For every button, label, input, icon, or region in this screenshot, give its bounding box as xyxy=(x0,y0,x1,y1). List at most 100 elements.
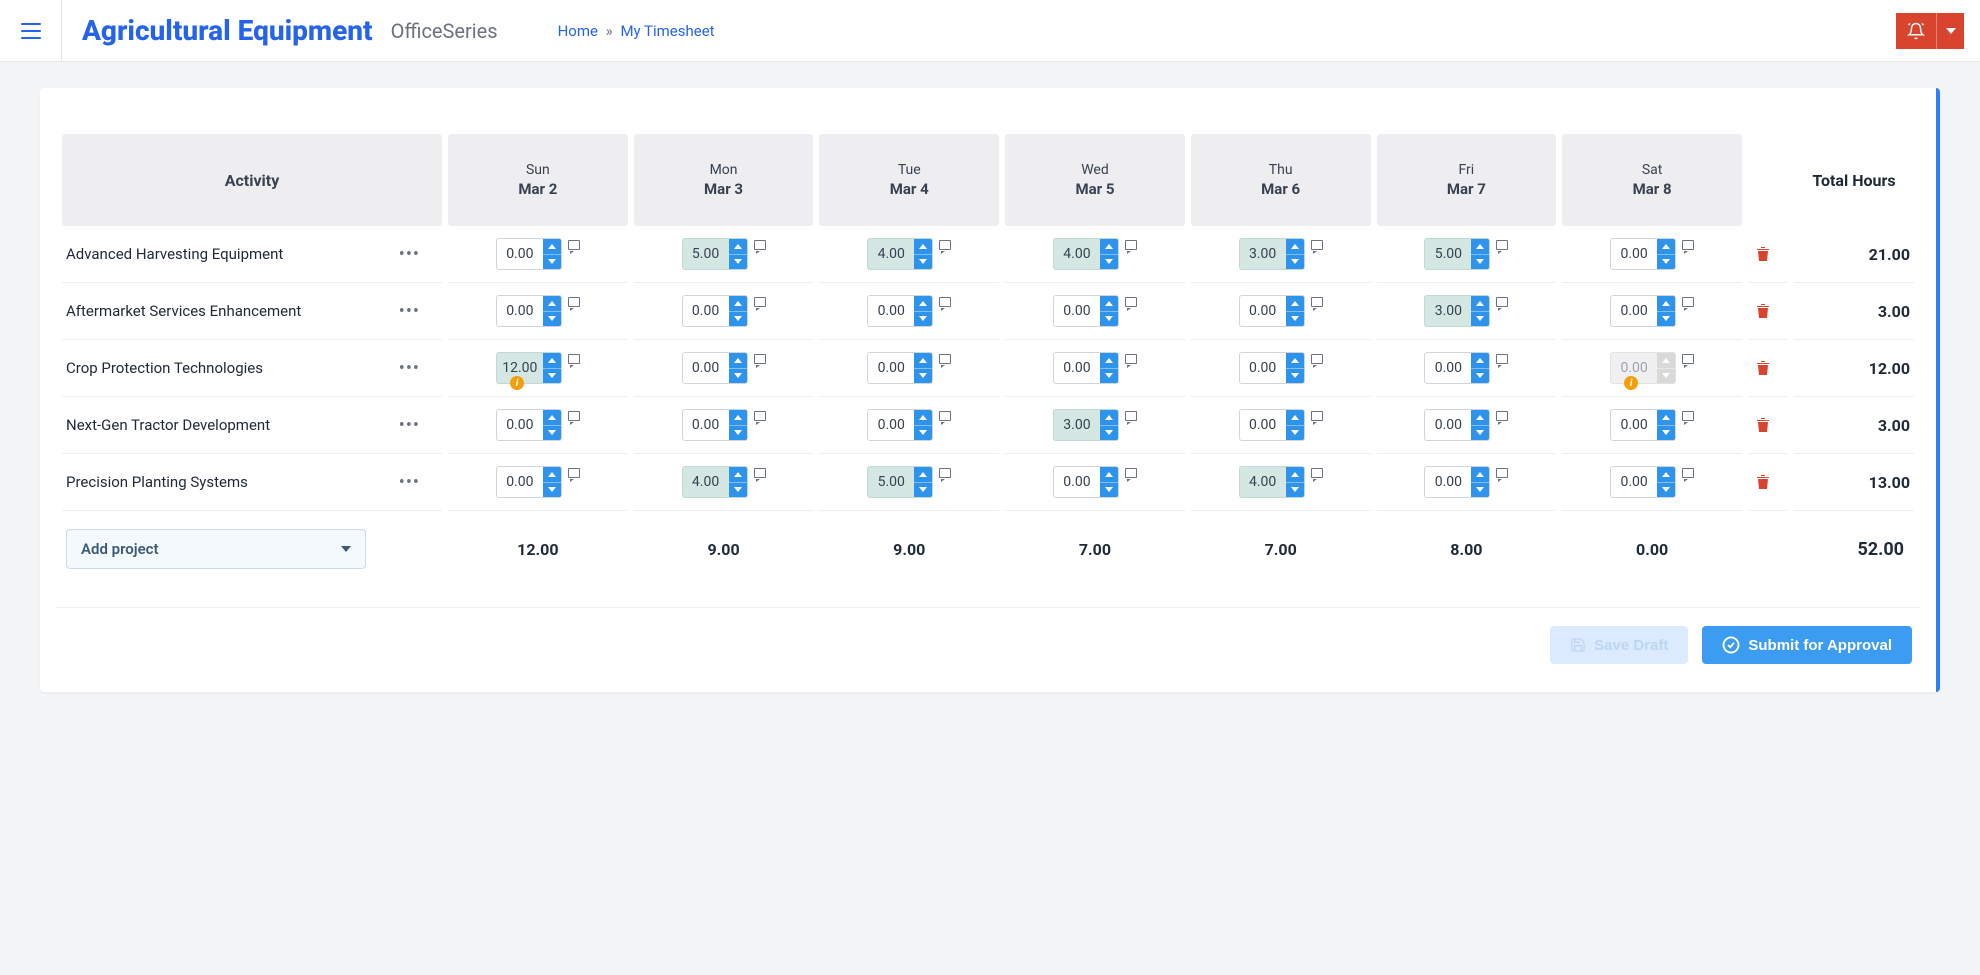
comment-icon[interactable] xyxy=(1682,468,1694,478)
stepper-down[interactable] xyxy=(914,311,932,327)
hour-input[interactable]: 0.00 xyxy=(1239,352,1305,384)
comment-icon[interactable] xyxy=(568,240,580,250)
stepper-up[interactable] xyxy=(543,239,561,254)
comment-icon[interactable] xyxy=(568,468,580,478)
hour-input[interactable]: 5.00 xyxy=(867,466,933,498)
comment-icon[interactable] xyxy=(754,354,766,364)
hour-input[interactable]: 0.00 xyxy=(1053,352,1119,384)
save-draft-button[interactable]: Save Draft xyxy=(1550,626,1688,664)
stepper-up[interactable] xyxy=(729,410,747,425)
comment-icon[interactable] xyxy=(1682,411,1694,421)
stepper-down[interactable] xyxy=(1286,368,1304,384)
row-menu-button[interactable]: ••• xyxy=(391,240,428,269)
hour-input[interactable]: 3.00 xyxy=(1053,409,1119,441)
stepper-up[interactable] xyxy=(1471,467,1489,482)
comment-icon[interactable] xyxy=(1496,354,1508,364)
hour-input[interactable]: 0.00 xyxy=(682,409,748,441)
add-project-dropdown[interactable]: Add project xyxy=(66,529,366,569)
stepper-down[interactable] xyxy=(1100,425,1118,441)
stepper-down[interactable] xyxy=(1657,482,1675,498)
stepper-down[interactable] xyxy=(1657,368,1675,384)
stepper-down[interactable] xyxy=(1100,368,1118,384)
comment-icon[interactable] xyxy=(754,468,766,478)
stepper-up[interactable] xyxy=(1286,353,1304,368)
hour-input[interactable]: 0.00 xyxy=(867,352,933,384)
stepper-up[interactable] xyxy=(543,467,561,482)
stepper-up[interactable] xyxy=(1657,239,1675,254)
hour-input[interactable]: 0.00 xyxy=(1424,352,1490,384)
stepper-down[interactable] xyxy=(729,254,747,270)
stepper-up[interactable] xyxy=(729,239,747,254)
comment-icon[interactable] xyxy=(939,411,951,421)
hour-input[interactable]: 0.00 xyxy=(1424,466,1490,498)
stepper-down[interactable] xyxy=(1286,311,1304,327)
hour-input[interactable]: 0.00 xyxy=(496,409,562,441)
stepper-down[interactable] xyxy=(914,254,932,270)
stepper-down[interactable] xyxy=(1286,482,1304,498)
comment-icon[interactable] xyxy=(568,411,580,421)
stepper-up[interactable] xyxy=(1286,467,1304,482)
hour-input[interactable]: 0.00 xyxy=(867,409,933,441)
hour-input[interactable]: 0.00 xyxy=(1239,295,1305,327)
comment-icon[interactable] xyxy=(939,468,951,478)
comment-icon[interactable] xyxy=(1496,411,1508,421)
hour-input[interactable]: 0.00 xyxy=(1610,409,1676,441)
stepper-up[interactable] xyxy=(1100,467,1118,482)
stepper-up[interactable] xyxy=(543,296,561,311)
hour-input[interactable]: 4.00 xyxy=(1239,466,1305,498)
comment-icon[interactable] xyxy=(1311,354,1323,364)
comment-icon[interactable] xyxy=(568,354,580,364)
hour-input[interactable]: 0.00 xyxy=(1610,295,1676,327)
stepper-down[interactable] xyxy=(729,368,747,384)
breadcrumb-current[interactable]: My Timesheet xyxy=(620,22,714,40)
alerts-dropdown[interactable] xyxy=(1936,13,1964,49)
comment-icon[interactable] xyxy=(754,411,766,421)
hour-input[interactable]: 0.00 xyxy=(1424,409,1490,441)
hour-input[interactable]: 0.00 xyxy=(1610,466,1676,498)
hour-input[interactable]: 0.00 xyxy=(682,352,748,384)
stepper-down[interactable] xyxy=(914,482,932,498)
comment-icon[interactable] xyxy=(1311,240,1323,250)
row-menu-button[interactable]: ••• xyxy=(391,468,428,497)
stepper-down[interactable] xyxy=(914,368,932,384)
delete-row-button[interactable] xyxy=(1752,357,1774,379)
comment-icon[interactable] xyxy=(1496,240,1508,250)
stepper-down[interactable] xyxy=(543,482,561,498)
stepper-up[interactable] xyxy=(729,353,747,368)
hour-input[interactable]: 0.00 xyxy=(1239,409,1305,441)
stepper-down[interactable] xyxy=(729,482,747,498)
comment-icon[interactable] xyxy=(939,240,951,250)
stepper-up[interactable] xyxy=(1100,296,1118,311)
hour-input[interactable]: 0.00 xyxy=(1610,352,1676,384)
menu-toggle[interactable] xyxy=(0,0,62,62)
comment-icon[interactable] xyxy=(1125,240,1137,250)
stepper-up[interactable] xyxy=(1100,410,1118,425)
stepper-up[interactable] xyxy=(1100,353,1118,368)
comment-icon[interactable] xyxy=(1125,354,1137,364)
comment-icon[interactable] xyxy=(939,297,951,307)
stepper-up[interactable] xyxy=(1657,296,1675,311)
stepper-up[interactable] xyxy=(1657,410,1675,425)
stepper-up[interactable] xyxy=(914,353,932,368)
comment-icon[interactable] xyxy=(1682,240,1694,250)
stepper-up[interactable] xyxy=(1286,239,1304,254)
comment-icon[interactable] xyxy=(1125,411,1137,421)
stepper-down[interactable] xyxy=(1471,254,1489,270)
stepper-up[interactable] xyxy=(1286,296,1304,311)
stepper-down[interactable] xyxy=(543,368,561,384)
stepper-down[interactable] xyxy=(729,425,747,441)
stepper-up[interactable] xyxy=(1471,353,1489,368)
hour-input[interactable]: 0.00 xyxy=(496,295,562,327)
stepper-down[interactable] xyxy=(1100,311,1118,327)
comment-icon[interactable] xyxy=(1125,297,1137,307)
breadcrumb-home[interactable]: Home xyxy=(558,22,598,40)
stepper-down[interactable] xyxy=(543,425,561,441)
comment-icon[interactable] xyxy=(939,354,951,364)
hour-input[interactable]: 12.00 xyxy=(496,352,562,384)
stepper-up[interactable] xyxy=(914,467,932,482)
hour-input[interactable]: 0.00 xyxy=(1610,238,1676,270)
hour-input[interactable]: 5.00 xyxy=(1424,238,1490,270)
stepper-up[interactable] xyxy=(1657,467,1675,482)
stepper-down[interactable] xyxy=(1471,425,1489,441)
hour-input[interactable]: 0.00 xyxy=(1053,466,1119,498)
